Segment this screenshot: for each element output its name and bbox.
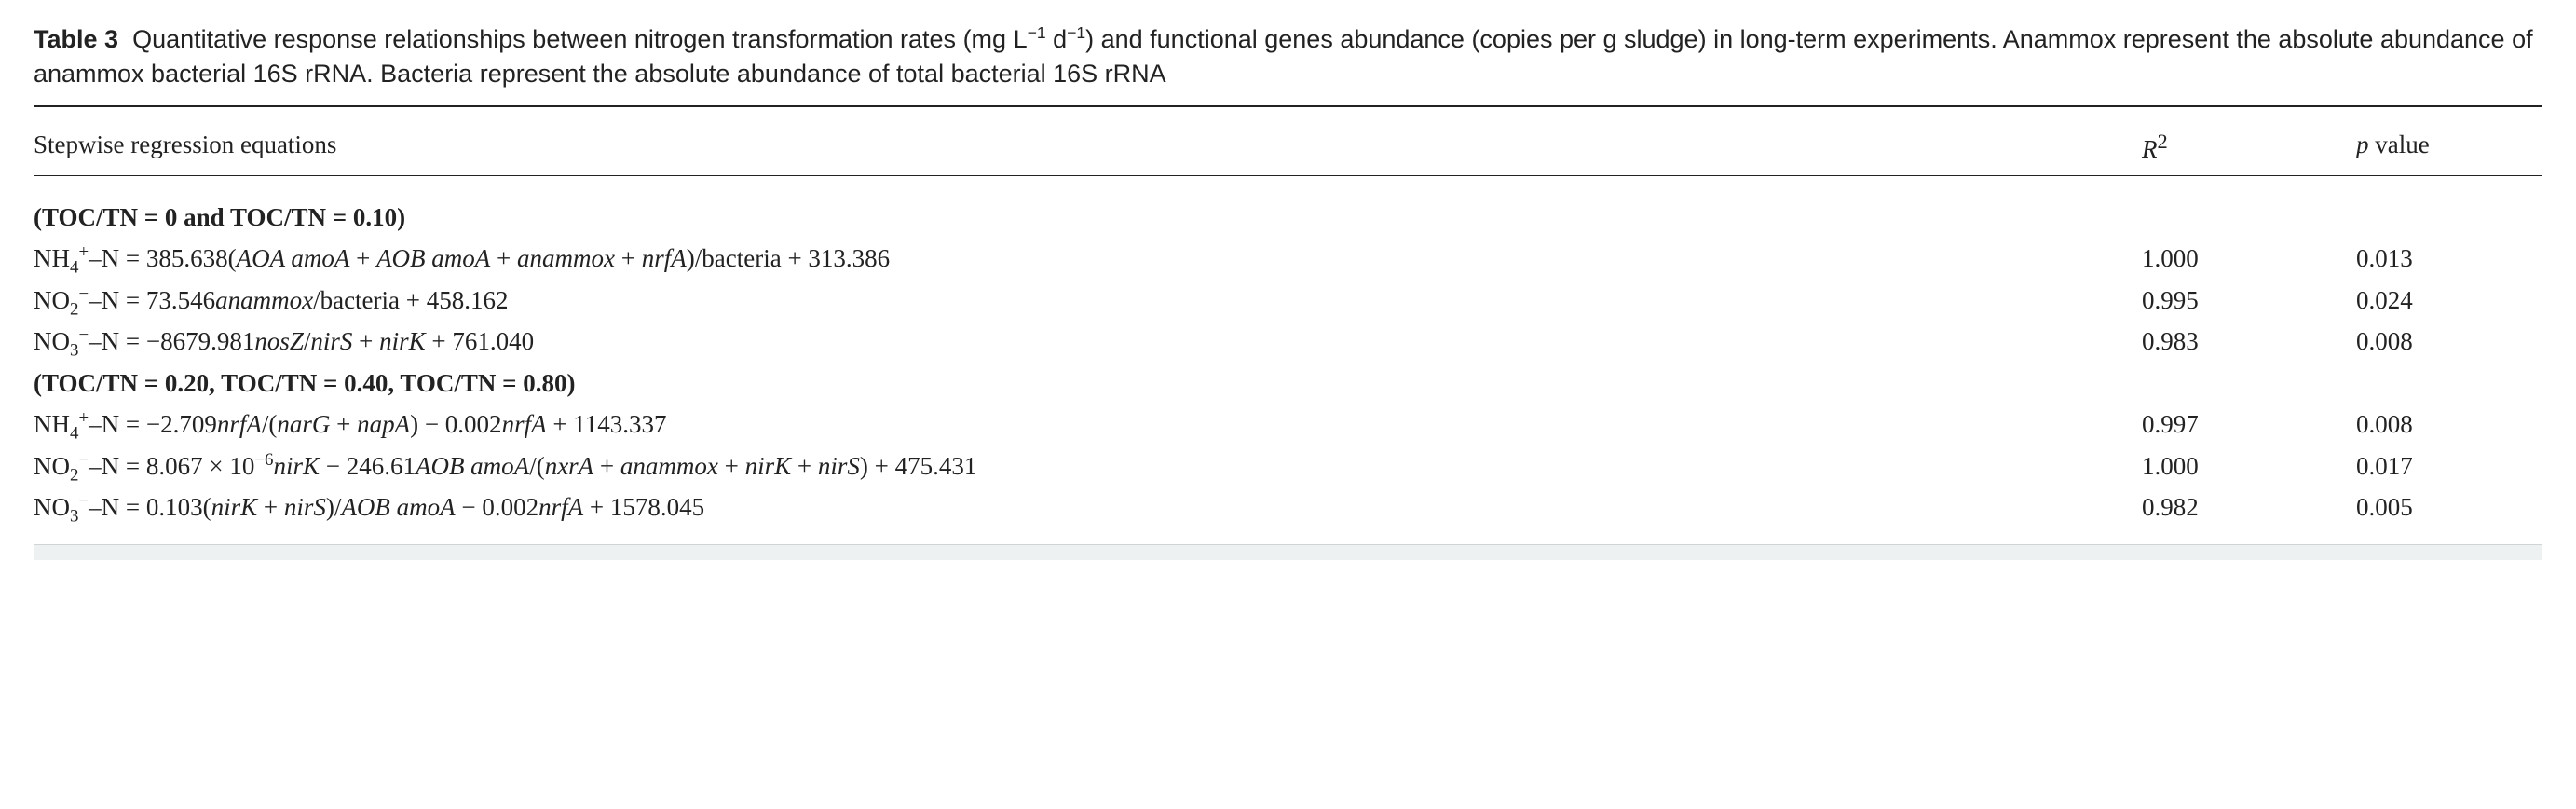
caption-mid: d xyxy=(1046,25,1068,53)
caption-text-1: Quantitative response relationships betw… xyxy=(132,25,1028,53)
equation-cell: NO2−–N = 73.546anammox/bacteria + 458.16… xyxy=(34,280,2142,321)
equation-cell: NH4+–N = 385.638(AOA amoA + AOB amoA + a… xyxy=(34,238,2142,279)
equation-cell: NO2−–N = 8.067 × 10−6nirK − 246.61AOB am… xyxy=(34,446,2142,487)
caption-sup-2: −1 xyxy=(1067,23,1085,42)
species-no3: NO3−–N xyxy=(34,327,119,355)
table-row: NO2−–N = 8.067 × 10−6nirK − 246.61AOB am… xyxy=(34,446,2542,487)
header-pvalue: p value xyxy=(2356,128,2542,166)
section-2-label: (TOC/TN = 0.20, TOC/TN = 0.40, TOC/TN = … xyxy=(34,363,2542,404)
header-r2: R2 xyxy=(2142,128,2356,166)
p-cell: 0.013 xyxy=(2356,238,2542,279)
table-header-row: Stepwise regression equations R2 p value xyxy=(34,107,2542,175)
species-no2: NO2−–N xyxy=(34,452,119,480)
species-no2: NO2−–N xyxy=(34,286,119,314)
eq-body: = 385.638(AOA amoA + AOB amoA + anammox … xyxy=(119,244,890,272)
equation-cell: NO3−–N = 0.103(nirK + nirS)/AOB amoA − 0… xyxy=(34,487,2142,528)
regression-table: (TOC/TN = 0 and TOC/TN = 0.10) NH4+–N = … xyxy=(34,197,2542,528)
r2-cell: 1.000 xyxy=(2142,238,2356,279)
header-p-symbol: p xyxy=(2356,130,2369,158)
p-cell: 0.008 xyxy=(2356,404,2542,445)
table-row: NH4+–N = 385.638(AOA amoA + AOB amoA + a… xyxy=(34,238,2542,279)
eq-body: = 8.067 × 10−6nirK − 246.61AOB amoA/(nxr… xyxy=(119,452,976,480)
r2-cell: 0.983 xyxy=(2142,321,2356,362)
section-1-label: (TOC/TN = 0 and TOC/TN = 0.10) xyxy=(34,197,2542,238)
species-nh4: NH4+–N xyxy=(34,410,119,438)
caption-sup-1: −1 xyxy=(1028,23,1046,42)
equation-cell: NO3−–N = −8679.981nosZ/nirS + nirK + 761… xyxy=(34,321,2142,362)
p-cell: 0.005 xyxy=(2356,487,2542,528)
species-nh4: NH4+–N xyxy=(34,244,119,272)
table-row: NO3−–N = 0.103(nirK + nirS)/AOB amoA − 0… xyxy=(34,487,2542,528)
section-1-label-row: (TOC/TN = 0 and TOC/TN = 0.10) xyxy=(34,197,2542,238)
eq-body: = 73.546anammox/bacteria + 458.162 xyxy=(119,286,508,314)
species-no3: NO3−–N xyxy=(34,493,119,521)
section-2-label-row: (TOC/TN = 0.20, TOC/TN = 0.40, TOC/TN = … xyxy=(34,363,2542,404)
p-cell: 0.024 xyxy=(2356,280,2542,321)
header-r2-sup: 2 xyxy=(2158,130,2168,153)
p-cell: 0.008 xyxy=(2356,321,2542,362)
r2-cell: 0.982 xyxy=(2142,487,2356,528)
table-caption: Table 3 Quantitative response relationsh… xyxy=(34,22,2542,92)
header-rule xyxy=(34,175,2542,176)
equation-cell: NH4+–N = −2.709nrfA/(narG + napA) − 0.00… xyxy=(34,404,2142,445)
p-cell: 0.017 xyxy=(2356,446,2542,487)
table-row: NO2−–N = 73.546anammox/bacteria + 458.16… xyxy=(34,280,2542,321)
header-p-rest: value xyxy=(2369,130,2430,158)
r2-cell: 1.000 xyxy=(2142,446,2356,487)
eq-body: = −2.709nrfA/(narG + napA) − 0.002nrfA +… xyxy=(119,410,666,438)
table-label: Table 3 xyxy=(34,25,118,53)
header-r2-symbol: R xyxy=(2142,135,2158,163)
header-equations: Stepwise regression equations xyxy=(34,128,2142,166)
eq-body: = −8679.981nosZ/nirS + nirK + 761.040 xyxy=(119,327,534,355)
eq-body: = 0.103(nirK + nirS)/AOB amoA − 0.002nrf… xyxy=(119,493,704,521)
bottom-band xyxy=(34,544,2542,560)
table-row: NO3−–N = −8679.981nosZ/nirS + nirK + 761… xyxy=(34,321,2542,362)
r2-cell: 0.995 xyxy=(2142,280,2356,321)
r2-cell: 0.997 xyxy=(2142,404,2356,445)
table-row: NH4+–N = −2.709nrfA/(narG + napA) − 0.00… xyxy=(34,404,2542,445)
